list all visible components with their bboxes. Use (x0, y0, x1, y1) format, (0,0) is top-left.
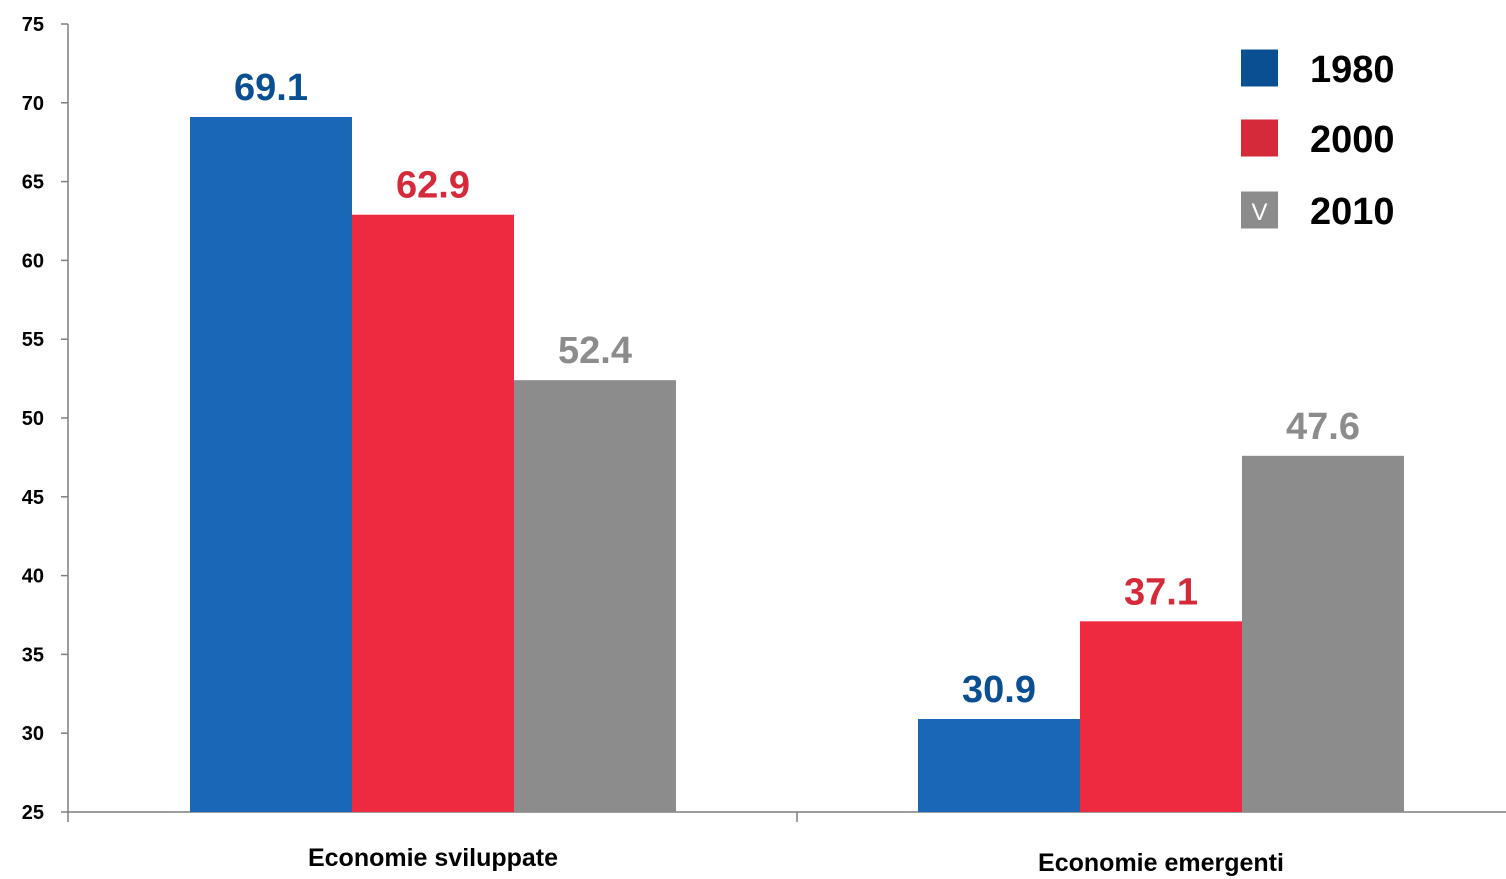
data-label: 62.9 (396, 165, 470, 207)
legend-swatch-glyph: V (1251, 199, 1267, 226)
legend-label: 2000 (1310, 119, 1395, 161)
bar (190, 116, 352, 812)
data-label: 30.9 (962, 669, 1036, 711)
y-tick-label: 50 (22, 408, 44, 430)
y-tick-label: 45 (22, 487, 44, 509)
x-category-label: Economie emergenti (1038, 849, 1284, 877)
y-tick-label: 65 (22, 172, 44, 194)
bar (1242, 455, 1404, 812)
legend-label: 2010 (1310, 191, 1395, 233)
axes: 25 30 35 40 45 50 55 60 65 70 75 Economie sviluppat… (22, 14, 1506, 877)
y-tick-label: 55 (22, 329, 44, 351)
legend-swatch (1241, 191, 1278, 229)
y-tick-label: 75 (22, 14, 44, 36)
legend-swatch (1241, 119, 1278, 157)
legend: 1980 2000 V 2010 (1241, 49, 1395, 233)
bar (352, 214, 514, 813)
data-label: 52.4 (558, 330, 632, 372)
legend-label: 1980 (1310, 49, 1395, 91)
bar (1080, 621, 1242, 812)
y-tick-label: 60 (22, 250, 44, 272)
data-label: 47.6 (1286, 406, 1360, 448)
y-tick-label: 40 (22, 566, 44, 588)
data-labels: 69.1 30.9 62.9 37.1 52.4 47.6 (234, 67, 1360, 711)
bar (514, 380, 676, 812)
y-tick-label: 25 (22, 802, 44, 824)
y-tick-label: 30 (22, 723, 44, 745)
data-label: 37.1 (1124, 571, 1198, 613)
bars (190, 116, 1404, 813)
x-category-label: Economie sviluppate (308, 844, 558, 872)
bar (918, 719, 1080, 812)
data-label: 69.1 (234, 67, 308, 109)
y-tick-label: 35 (22, 644, 44, 666)
y-tick-label: 70 (22, 93, 44, 115)
legend-swatch (1241, 49, 1278, 87)
